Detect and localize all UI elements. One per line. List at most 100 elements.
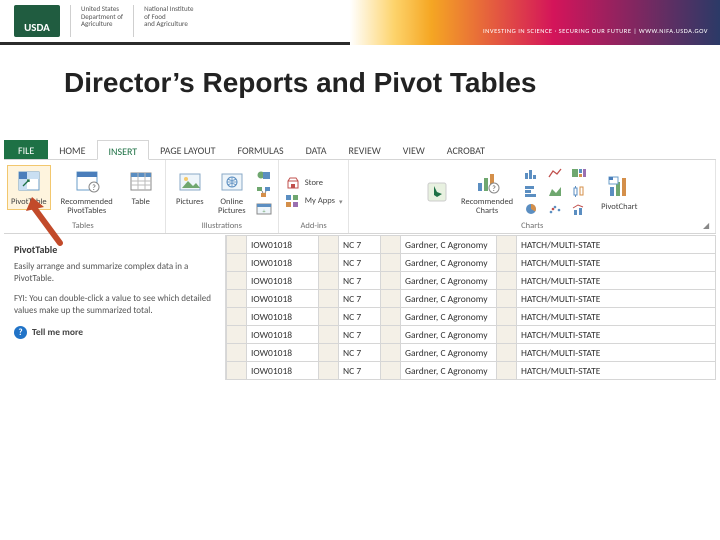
cell[interactable]: HATCH/MULTI-STATE (517, 254, 716, 272)
cell[interactable]: IOW01018 (247, 344, 319, 362)
tab-review[interactable]: REVIEW (337, 140, 391, 159)
tell-me-more-link[interactable]: ? Tell me more (14, 326, 215, 339)
table-row[interactable]: IOW01018NC 7Gardner, C AgronomyHATCH/MUL… (227, 326, 716, 344)
pivottable-button[interactable]: PivotTable (7, 165, 51, 210)
worksheet-grid[interactable]: IOW01018 NC 7 Gardner, C Agronomy HATCH/MUL… (226, 235, 716, 380)
table-row[interactable]: IOW01018 NC 7 Gardner, C Agronomy HATCH/MUL… (227, 362, 716, 380)
bar-chart-button[interactable] (523, 184, 539, 198)
cell[interactable]: Gardner, C Agronomy (401, 362, 497, 380)
column-chart-button[interactable] (523, 166, 539, 180)
cell[interactable] (227, 308, 247, 326)
cell[interactable]: IOW01018 (247, 254, 319, 272)
recommended-pivottables-button[interactable]: ? RecommendedPivotTables (57, 165, 117, 219)
smartart-button[interactable] (256, 185, 272, 199)
bing-maps-button[interactable] (423, 180, 451, 204)
pivotchart-button[interactable]: PivotChart (597, 170, 641, 215)
cell[interactable] (381, 308, 401, 326)
line-chart-button[interactable] (547, 166, 563, 180)
cell[interactable]: IOW01018 (247, 290, 319, 308)
cell[interactable]: Gardner, C Agronomy (401, 326, 497, 344)
cell[interactable]: NC 7 (339, 254, 381, 272)
cell[interactable] (227, 254, 247, 272)
tab-acrobat[interactable]: ACROBAT (436, 140, 496, 159)
recommended-charts-button[interactable]: ? RecommendedCharts (457, 165, 517, 219)
cell[interactable] (319, 344, 339, 362)
cell[interactable]: NC 7 (339, 308, 381, 326)
cell[interactable]: NC 7 (339, 344, 381, 362)
cell[interactable]: HATCH/MULTI-STATE (517, 362, 716, 380)
cell[interactable]: NC 7 (339, 326, 381, 344)
cell[interactable]: IOW01018 (247, 272, 319, 290)
store-button[interactable]: Store (285, 176, 343, 190)
cell[interactable] (381, 254, 401, 272)
cell[interactable]: IOW01018 (247, 326, 319, 344)
cell[interactable] (319, 236, 339, 254)
cell[interactable]: IOW01018 (247, 308, 319, 326)
cell[interactable]: NC 7 (339, 236, 381, 254)
table-row[interactable]: IOW01018 NC 7 Gardner, C Agronomy HATCH/MUL… (227, 290, 716, 308)
tab-insert[interactable]: INSERT (97, 140, 150, 160)
cell[interactable] (319, 254, 339, 272)
cell[interactable] (497, 344, 517, 362)
charts-dialog-launcher[interactable]: ◢ (703, 221, 713, 231)
cell[interactable]: NC 7 (339, 362, 381, 380)
shapes-button[interactable] (256, 168, 272, 182)
scatter-chart-button[interactable] (547, 202, 563, 216)
cell[interactable]: Gardner, C Agronomy (401, 272, 497, 290)
pie-chart-button[interactable] (523, 202, 539, 216)
cell[interactable] (319, 326, 339, 344)
cell[interactable] (381, 326, 401, 344)
cell[interactable] (381, 362, 401, 380)
cell[interactable]: NC 7 (339, 290, 381, 308)
cell[interactable] (497, 254, 517, 272)
table-button[interactable]: Table (123, 165, 159, 210)
cell[interactable] (227, 326, 247, 344)
cell[interactable] (319, 272, 339, 290)
pictures-button[interactable]: Pictures (172, 165, 208, 210)
table-row[interactable]: IOW01018 NC 7 Gardner, C Agronomy HATCH/MUL… (227, 272, 716, 290)
tab-page-layout[interactable]: PAGE LAYOUT (149, 140, 226, 159)
cell[interactable] (319, 362, 339, 380)
cell[interactable] (381, 290, 401, 308)
cell[interactable]: HATCH/MULTI-STATE (517, 290, 716, 308)
tab-formulas[interactable]: FORMULAS (226, 140, 294, 159)
cell[interactable] (381, 272, 401, 290)
cell[interactable] (227, 272, 247, 290)
cell[interactable]: HATCH/MULTI-STATE (517, 272, 716, 290)
cell[interactable] (497, 308, 517, 326)
tab-home[interactable]: HOME (48, 140, 96, 159)
online-pictures-button[interactable]: OnlinePictures (214, 165, 250, 219)
cell[interactable]: IOW01018 (247, 236, 319, 254)
cell[interactable] (227, 362, 247, 380)
cell[interactable]: Gardner, C Agronomy (401, 290, 497, 308)
combo-chart-button[interactable] (571, 202, 587, 216)
cell[interactable] (227, 236, 247, 254)
tab-file[interactable]: FILE (4, 140, 48, 159)
cell[interactable]: Gardner, C Agronomy (401, 344, 497, 362)
tab-view[interactable]: VIEW (392, 140, 436, 159)
table-row[interactable]: IOW01018NC 7Gardner, C AgronomyHATCH/MUL… (227, 254, 716, 272)
cell[interactable]: Gardner, C Agronomy (401, 236, 497, 254)
table-row[interactable]: IOW01018 NC 7 Gardner, C Agronomy HATCH/MUL… (227, 236, 716, 254)
cell[interactable] (381, 236, 401, 254)
cell[interactable] (497, 326, 517, 344)
cell[interactable] (319, 290, 339, 308)
tab-data[interactable]: DATA (295, 140, 338, 159)
table-row[interactable]: IOW01018 NC 7 Gardner, C Agronomy HATCH/MUL… (227, 344, 716, 362)
cell[interactable] (227, 290, 247, 308)
table-row[interactable]: IOW01018 NC 7 Gardner, C Agronomy HATCH/MUL… (227, 308, 716, 326)
cell[interactable]: IOW01018 (247, 362, 319, 380)
cell[interactable]: Gardner, C Agronomy (401, 308, 497, 326)
cell[interactable] (381, 344, 401, 362)
cell[interactable]: HATCH/MULTI-STATE (517, 308, 716, 326)
cell[interactable]: HATCH/MULTI-STATE (517, 236, 716, 254)
cell[interactable]: HATCH/MULTI-STATE (517, 344, 716, 362)
myapps-button[interactable]: My Apps ▾ (285, 194, 343, 208)
hierarchy-chart-button[interactable] (571, 166, 587, 180)
cell[interactable] (497, 272, 517, 290)
cell[interactable] (497, 236, 517, 254)
area-chart-button[interactable] (547, 184, 563, 198)
cell[interactable]: NC 7 (339, 272, 381, 290)
cell[interactable] (227, 344, 247, 362)
screenshot-button[interactable]: + (256, 202, 272, 216)
